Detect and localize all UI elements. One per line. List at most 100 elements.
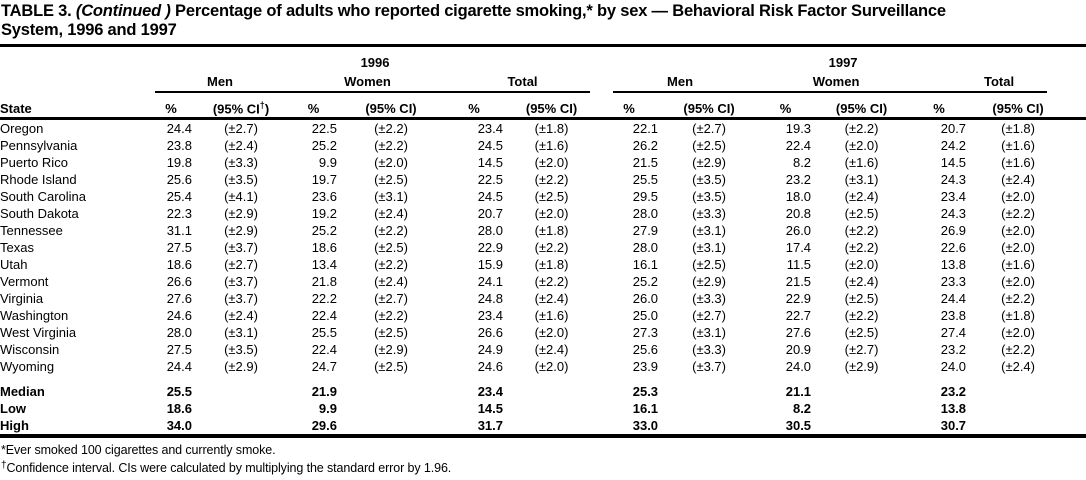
percent-cell: 13.4 [311, 257, 337, 272]
ci-cell: (±1.8) [534, 257, 569, 272]
percent-cell: 23.4 [940, 189, 967, 204]
percent-cell: 27.4 [940, 325, 967, 340]
title-continued: (Continued ) [75, 2, 171, 20]
percent-cell: 19.8 [166, 155, 192, 170]
state-cell: Pennsylvania [0, 138, 78, 153]
percent-cell: 21.8 [311, 274, 337, 289]
percent-cell: 21.5 [632, 155, 659, 170]
summary-label-cell: Low [0, 401, 26, 416]
percent-cell: 18.6 [166, 257, 192, 272]
ci-cell: (±2.5) [374, 172, 408, 187]
percent-cell: 23.3 [940, 274, 967, 289]
ci-cell: (±1.8) [534, 121, 569, 136]
percent-cell: 14.5 [477, 155, 503, 170]
percent-cell: 24.8 [477, 291, 503, 306]
table-row: South Carolina 25.4 (±4.1) 23.6 (±3.1) 24.5 (±… [0, 188, 1086, 205]
state-cell: South Carolina [0, 189, 86, 204]
percent-cell: 28.0 [477, 223, 503, 238]
subgroup-labels-1996: Men Women Total [150, 73, 600, 93]
ci-cell: (±2.0) [1001, 223, 1035, 238]
subgroup-men: Men [207, 74, 233, 89]
percent-cell: 22.3 [166, 206, 192, 221]
footnote-marker: † [1, 460, 7, 471]
ci-cell: (±2.2) [844, 308, 879, 323]
footnote-confidence-interval: †Confidence interval. CIs were calculate… [1, 458, 1086, 476]
percent-cell: 22.5 [477, 172, 503, 187]
title-line2: System, 1996 and 1997 [1, 21, 177, 39]
percent-cell: 25.2 [311, 138, 337, 153]
ci-cell: (±2.9) [374, 342, 408, 357]
percent-cell: 22.1 [632, 121, 659, 136]
percent-cell: 13.8 [940, 257, 967, 272]
subgroup-labels-1997: Men Women Total [600, 73, 1086, 93]
table-row: Virginia 27.6 (±3.7) 22.2 (±2.7) 24.8 (±2.4) 26… [0, 290, 1086, 307]
ci-cell: (±2.4) [844, 274, 879, 289]
subgroup-total: Total [507, 74, 538, 89]
percent-cell: 25.2 [632, 274, 659, 289]
percent-cell: 13.8 [940, 401, 967, 416]
ci-cell [503, 417, 600, 436]
percent-cell: 24.0 [785, 359, 812, 374]
percent-cell: 23.8 [166, 138, 192, 153]
ci-cell: (±2.0) [1001, 325, 1035, 340]
ci-cell: (±2.2) [374, 223, 408, 238]
percent-cell: 23.4 [477, 121, 503, 136]
percent-cell: 24.7 [311, 359, 337, 374]
percent-cell: 25.5 [311, 325, 337, 340]
ci-cell: (±2.5) [374, 325, 408, 340]
percent-cell: 25.0 [632, 308, 659, 323]
column-header-state: State [0, 93, 150, 120]
percent-cell: 27.6 [785, 325, 812, 340]
table-row: Pennsylvania 23.8 (±2.4) 25.2 (±2.2) 24.5 (±1.… [0, 137, 1086, 154]
ci-cell [337, 417, 445, 436]
ci-cell: (±2.4) [224, 138, 258, 153]
ci-cell: (±3.7) [224, 240, 258, 255]
smoking-table: 1996 1997 Men Women Total Men Women T [0, 47, 1086, 438]
percent-cell: 22.4 [311, 342, 337, 357]
percent-cell: 24.9 [477, 342, 503, 357]
percent-cell: 25.5 [632, 172, 659, 187]
table-row: Utah 18.6 (±2.7) 13.4 (±2.2) 15.9 (±1.8) 16.1 (±… [0, 256, 1086, 273]
ci-cell: (±2.7) [224, 257, 258, 272]
percent-cell: 22.2 [311, 291, 337, 306]
percent-cell: 29.5 [632, 189, 659, 204]
column-header-percent: % [150, 93, 192, 120]
percent-cell: 26.0 [632, 291, 659, 306]
percent-cell: 24.6 [166, 308, 192, 323]
state-cell: Wyoming [0, 359, 55, 374]
percent-cell: 8.2 [792, 401, 812, 416]
ci-cell: (±2.9) [692, 155, 726, 170]
ci-cell: (±2.2) [534, 172, 569, 187]
ci-cell: (±2.4) [374, 206, 408, 221]
percent-cell: 20.7 [940, 121, 967, 136]
footnote-text: Confidence interval. CIs were calculated… [6, 461, 452, 475]
ci-cell: (±3.7) [692, 359, 726, 374]
percent-cell: 19.2 [311, 206, 337, 221]
ci-cell: (±2.2) [1001, 291, 1035, 306]
state-cell: Tennessee [0, 223, 63, 238]
ci-cell: (±2.0) [844, 257, 879, 272]
percent-cell: 24.4 [166, 121, 192, 136]
ci-cell [658, 400, 760, 417]
percent-cell: 28.0 [166, 325, 192, 340]
subgroup-women: Women [344, 74, 391, 89]
percent-cell: 21.1 [785, 384, 812, 399]
table-row: Vermont 26.6 (±3.7) 21.8 (±2.4) 24.1 (±2.2) 25.… [0, 273, 1086, 290]
ci-cell [192, 417, 290, 436]
percent-cell: 16.1 [632, 401, 659, 416]
percent-cell: 18.6 [166, 401, 192, 416]
percent-cell: 24.3 [940, 172, 967, 187]
percent-cell: 19.3 [785, 121, 812, 136]
state-cell: Oregon [0, 121, 44, 136]
ci-cell: (±2.4) [1001, 359, 1035, 374]
state-cell: Rhode Island [0, 172, 77, 187]
percent-cell: 22.9 [477, 240, 503, 255]
ci-cell: (±3.3) [692, 291, 726, 306]
percent-cell: 15.9 [477, 257, 503, 272]
percent-cell: 20.8 [785, 206, 812, 221]
ci-cell [966, 400, 1086, 417]
summary-label-cell: High [0, 418, 29, 433]
percent-cell: 27.6 [166, 291, 192, 306]
percent-cell: 30.5 [785, 418, 812, 433]
percent-cell: 26.9 [940, 223, 967, 238]
